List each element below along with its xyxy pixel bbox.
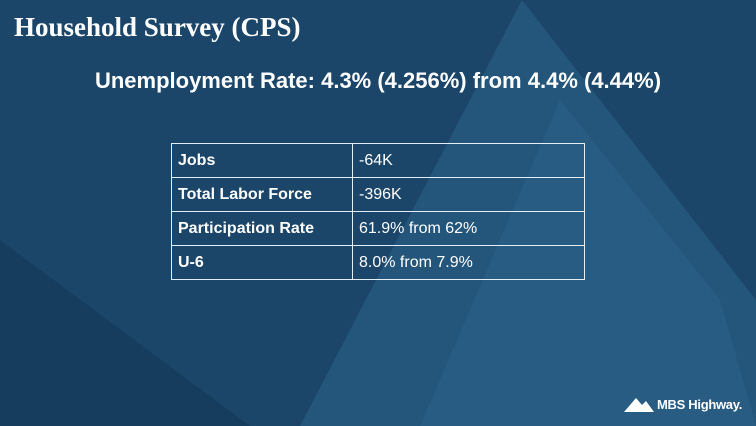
data-table: Jobs -64K Total Labor Force -396K Particip… xyxy=(171,143,585,280)
subtitle: Unemployment Rate: 4.3% (4.256%) from 4.… xyxy=(94,68,662,93)
table-row: U-6 8.0% from 7.9% xyxy=(171,245,585,280)
bg-shape xyxy=(0,240,250,426)
row-value: -396K xyxy=(352,177,585,212)
row-label: Total Labor Force xyxy=(171,177,353,212)
table-row: Total Labor Force -396K xyxy=(171,177,585,212)
logo-icon xyxy=(624,398,654,412)
title: Household Survey (CPS) xyxy=(14,12,301,42)
table-row: Jobs -64K xyxy=(171,143,585,178)
row-value: 8.0% from 7.9% xyxy=(352,245,585,280)
logo: MBS Highway. xyxy=(624,395,742,413)
row-label: Jobs xyxy=(171,143,353,178)
row-label: Participation Rate xyxy=(171,211,353,246)
table-row: Participation Rate 61.9% from 62% xyxy=(171,211,585,246)
bg-shape xyxy=(420,100,756,426)
row-label: U-6 xyxy=(171,245,353,280)
row-value: -64K xyxy=(352,143,585,178)
logo-text: MBS Highway. xyxy=(657,396,743,412)
row-value: 61.9% from 62% xyxy=(352,211,585,246)
